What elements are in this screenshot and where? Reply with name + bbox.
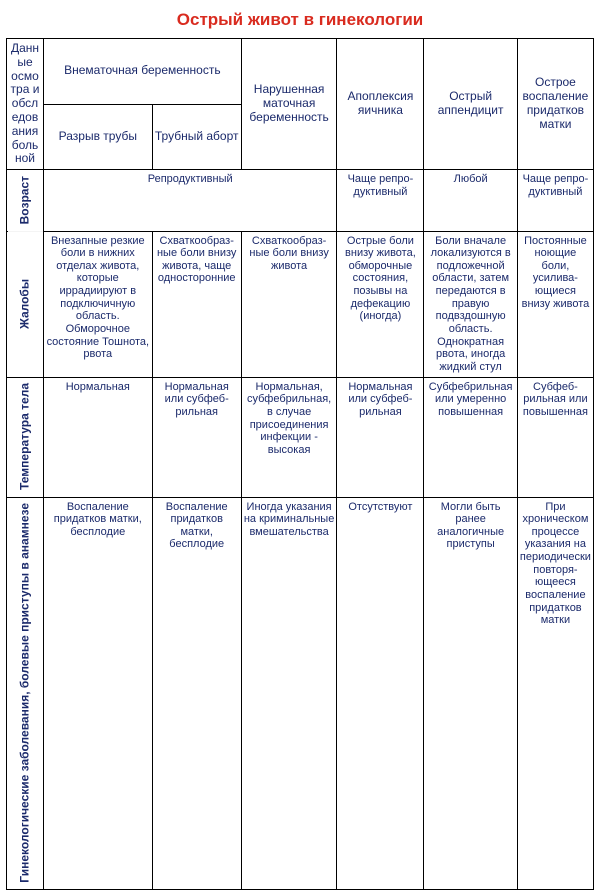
row-temp: Температура тела Нормальная Нормальная и… [7,377,594,497]
cell: Воспаление придатков матки, бесплодие [152,497,241,890]
cell: Отсутствуют [337,497,424,890]
cell: Репродуктивный [43,170,336,231]
row-complaints: Жалобы Внезапные резкие боли в нижних от… [7,231,594,377]
hdr-group: Внематочная беременность [43,39,241,105]
cell: Нормальная или субфеб­рильная [152,377,241,497]
cell: Нормальная [43,377,152,497]
row-age: Возраст Репродуктивный Чаще репро­дуктив… [7,170,594,231]
medical-table: Данные осмотра и обследования больной Вн… [6,38,594,890]
cell: Схваткообраз­ные боли внизу живота, чаще… [152,231,241,377]
hdr-corner: Данные осмотра и обследования больной [7,39,44,170]
rowlabel-age: Возраст [7,170,44,231]
cell: Субфебрильная или умеренно повышенная [424,377,517,497]
cell: Могли быть ранее аналогичные приступы [424,497,517,890]
hdr-c4: Апоплексия яичника [337,39,424,170]
hdr-c3: Нарушенная маточная беременность [241,39,337,170]
cell: Нормальная, субфебрильная, в случае прис… [241,377,337,497]
cell: Боли вначале локализуются в подложечной … [424,231,517,377]
cell: Воспаление придатков матки, бесплодие [43,497,152,890]
cell: Постоян­ные ноющие боли, усилива­ющиеся … [517,231,593,377]
cell: Нормальная или субфеб­рильная [337,377,424,497]
cell: Иногда указания на криминальные вмешател… [241,497,337,890]
hdr-c1: Разрыв трубы [43,104,152,170]
hdr-c6: Острое воспале­ние придат­ков матки [517,39,593,170]
cell: Острые боли внизу живота, обморочные сос… [337,231,424,377]
cell: При хроничес­ком процес­се указания на п… [517,497,593,890]
cell: Внезапные резкие боли в нижних отделах ж… [43,231,152,377]
cell: Чаще репро­дуктивный [337,170,424,231]
cell: Субфеб­рильная или повыше­нная [517,377,593,497]
hdr-c2: Трубный аборт [152,104,241,170]
rowlabel-complaints: Жалобы [7,231,44,377]
hdr-c5: Острый аппендицит [424,39,517,170]
rowlabel-history: Гинекологические заболевания, болевые пр… [7,497,44,890]
cell: Чаще репро­дуктив­ный [517,170,593,231]
cell: Любой [424,170,517,231]
row-history: Гинекологические заболевания, болевые пр… [7,497,594,890]
cell: Схваткообраз­ные боли внизу живота [241,231,337,377]
page-title: Острый живот в гинекологии [6,10,594,30]
rowlabel-temp: Температура тела [7,377,44,497]
